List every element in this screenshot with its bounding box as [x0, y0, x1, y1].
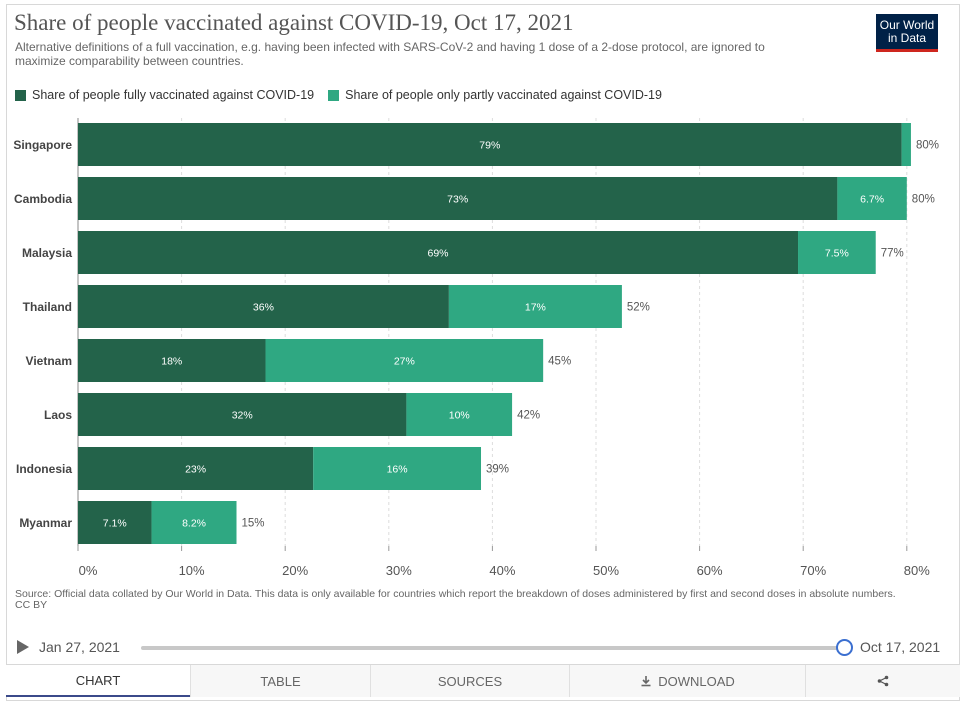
x-tick-label-40: 40%: [489, 563, 515, 578]
bar-indonesia-fully: [78, 447, 314, 490]
category-label-singapore: Singapore: [13, 138, 72, 152]
bar-thailand-partly: [448, 285, 622, 328]
source-note: Source: Official data collated by Our Wo…: [15, 589, 915, 611]
license-text: CC BY: [15, 599, 48, 611]
data-label-singapore-fully: 79%: [479, 140, 500, 152]
share-icon: [877, 675, 889, 687]
tab-share[interactable]: [805, 665, 960, 697]
category-label-myanmar: Myanmar: [19, 516, 72, 530]
bar-cambodia-fully: [78, 177, 838, 220]
data-label-myanmar-partly: 8.2%: [182, 518, 206, 530]
total-label-malaysia: 77%: [881, 248, 904, 260]
bar-myanmar-partly: [151, 501, 237, 544]
data-label-laos-partly: 10%: [449, 410, 470, 422]
logo-line-2: in Data: [887, 31, 927, 45]
timeline-handle[interactable]: [836, 639, 853, 656]
x-tick-label-30: 30%: [386, 563, 412, 578]
tab-sources[interactable]: SOURCES: [370, 665, 569, 697]
chart-title: Share of people vaccinated against COVID…: [14, 10, 574, 35]
x-tick-label-0: 0%: [79, 563, 98, 578]
source-text: Source: Official data collated by Our Wo…: [15, 588, 896, 600]
x-tick-label-20: 20%: [282, 563, 308, 578]
legend-swatch-partly: [328, 89, 340, 101]
bar-laos-partly: [406, 393, 513, 436]
tab-sources-label: SOURCES: [437, 673, 503, 689]
bar-cambodia-partly: [837, 177, 907, 220]
data-label-laos-fully: 32%: [232, 410, 253, 422]
data-label-indonesia-fully: 23%: [185, 464, 206, 476]
data-label-malaysia-fully: 69%: [428, 248, 449, 260]
x-tick-label-70: 70%: [800, 563, 826, 578]
timeline: Jan 27, 2021 Oct 17, 2021: [14, 636, 944, 658]
data-label-thailand-fully: 36%: [253, 302, 274, 314]
chart-subtitle: Alternative definitions of a full vaccin…: [15, 40, 765, 68]
category-label-thailand: Thailand: [23, 300, 72, 314]
total-label-cambodia: 80%: [912, 194, 935, 206]
category-label-malaysia: Malaysia: [22, 246, 72, 260]
tab-download[interactable]: DOWNLOAD: [569, 665, 805, 697]
bar-indonesia-partly: [313, 447, 482, 490]
data-label-myanmar-fully: 7.1%: [103, 518, 127, 530]
total-label-laos: 42%: [517, 410, 540, 422]
bar-malaysia-partly: [798, 231, 876, 274]
category-label-indonesia: Indonesia: [16, 462, 72, 476]
data-label-indonesia-partly: 16%: [387, 464, 408, 476]
data-label-vietnam-partly: 27%: [394, 356, 415, 368]
tab-chart-label: CHART: [75, 672, 121, 688]
tab-download-label: DOWNLOAD: [658, 673, 735, 689]
total-label-thailand: 52%: [627, 302, 650, 314]
x-tick-label-50: 50%: [593, 563, 619, 578]
data-label-cambodia-fully: 73%: [447, 194, 468, 206]
timeline-track[interactable]: [141, 646, 845, 650]
bar-myanmar-fully: [78, 501, 152, 544]
category-label-vietnam: Vietnam: [26, 354, 72, 368]
bar-vietnam-partly: [265, 339, 544, 382]
total-label-vietnam: 45%: [548, 356, 571, 368]
bar-laos-fully: [78, 393, 407, 436]
x-tick-label-80: 80%: [904, 563, 930, 578]
timeline-start-label: Jan 27, 2021: [39, 639, 120, 655]
x-tick-label-60: 60%: [697, 563, 723, 578]
tab-bar: CHART TABLE SOURCES DOWNLOAD: [6, 664, 960, 697]
legend-swatch-fully: [15, 89, 26, 101]
tab-table-label: TABLE: [260, 673, 301, 689]
bar-thailand-fully: [78, 285, 449, 328]
bar-singapore-partly: [901, 123, 911, 166]
legend-item-partly[interactable]: Share of people only partly vaccinated a…: [328, 88, 662, 102]
bar-chart: 0% 10% 20% 30% 40% 50% 60% 70% 80% Singapore 79% 80…: [13, 118, 939, 578]
logo-line-1: Our World: [879, 18, 935, 32]
owid-logo[interactable]: Our World in Data: [876, 14, 938, 52]
legend: Share of people fully vaccinated against…: [15, 88, 676, 102]
total-label-myanmar: 15%: [242, 518, 265, 530]
legend-item-fully[interactable]: Share of people fully vaccinated against…: [15, 88, 314, 102]
download-icon: [641, 676, 651, 687]
bar-singapore-fully: [78, 123, 902, 166]
bar-malaysia-fully: [78, 231, 799, 274]
category-label-cambodia: Cambodia: [14, 192, 72, 206]
data-label-cambodia-partly: 6.7%: [860, 194, 884, 206]
x-tick-label-10: 10%: [179, 563, 205, 578]
total-label-singapore: 80%: [916, 140, 939, 152]
category-label-laos: Laos: [44, 408, 72, 422]
tab-chart[interactable]: CHART: [6, 665, 190, 697]
legend-label-partly: Share of people only partly vaccinated a…: [345, 88, 662, 102]
tab-table[interactable]: TABLE: [190, 665, 370, 697]
bar-vietnam-fully: [78, 339, 266, 382]
timeline-end-label: Oct 17, 2021: [860, 639, 941, 655]
play-icon[interactable]: [17, 640, 29, 654]
legend-label-fully: Share of people fully vaccinated against…: [32, 88, 315, 102]
data-label-thailand-partly: 17%: [525, 302, 546, 314]
data-label-malaysia-partly: 7.5%: [825, 248, 849, 260]
data-label-vietnam-fully: 18%: [161, 356, 182, 368]
total-label-indonesia: 39%: [486, 464, 509, 476]
